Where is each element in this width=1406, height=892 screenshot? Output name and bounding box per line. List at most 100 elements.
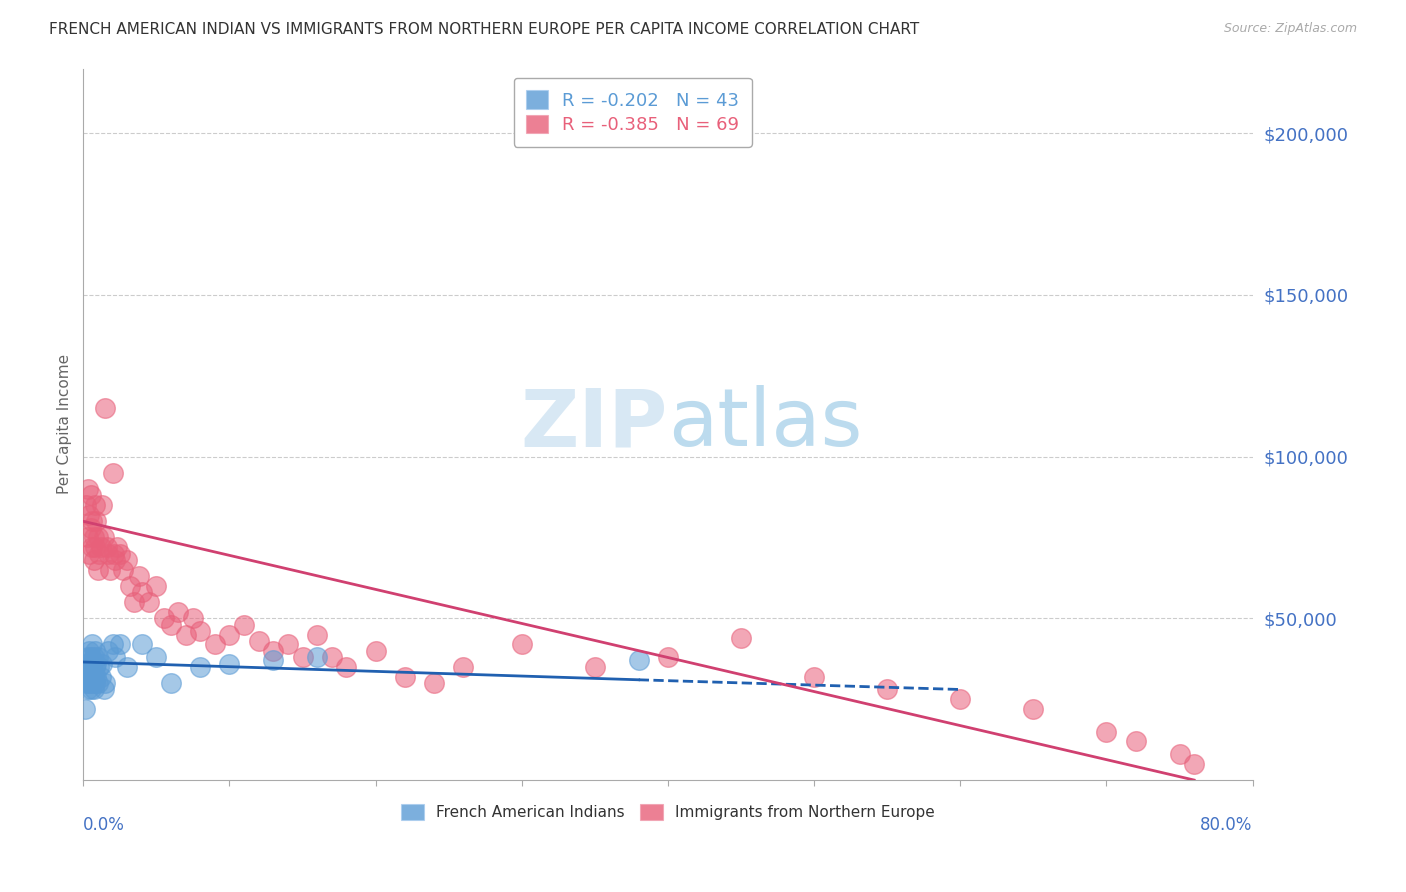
- Point: [103, 547, 125, 561]
- Point: [1095, 724, 1118, 739]
- Point: [291, 650, 314, 665]
- Point: [1022, 702, 1045, 716]
- Text: Source: ZipAtlas.com: Source: ZipAtlas.com: [1223, 22, 1357, 36]
- Point: [76, 482, 98, 496]
- Point: [91, 498, 114, 512]
- Point: [321, 650, 343, 665]
- Point: [364, 643, 387, 657]
- Point: [83, 682, 105, 697]
- Point: [75, 498, 97, 512]
- Point: [1125, 734, 1147, 748]
- Point: [167, 605, 190, 619]
- Point: [120, 579, 142, 593]
- Point: [803, 669, 825, 683]
- Point: [104, 553, 127, 567]
- Point: [80, 514, 103, 528]
- Point: [91, 657, 114, 671]
- Point: [76, 682, 98, 697]
- Point: [76, 650, 98, 665]
- Point: [131, 585, 153, 599]
- Y-axis label: Per Capita Income: Per Capita Income: [58, 354, 72, 494]
- Point: [233, 617, 256, 632]
- Point: [138, 595, 160, 609]
- Point: [218, 627, 240, 641]
- Point: [124, 595, 146, 609]
- Point: [84, 660, 107, 674]
- Point: [115, 553, 138, 567]
- Point: [84, 643, 107, 657]
- Point: [89, 547, 111, 561]
- Point: [83, 531, 105, 545]
- Point: [97, 547, 120, 561]
- Point: [204, 637, 226, 651]
- Point: [73, 702, 96, 716]
- Point: [115, 660, 138, 674]
- Point: [87, 563, 110, 577]
- Point: [218, 657, 240, 671]
- Point: [86, 669, 108, 683]
- Point: [77, 508, 100, 522]
- Point: [77, 676, 100, 690]
- Text: atlas: atlas: [668, 385, 862, 463]
- Point: [128, 569, 150, 583]
- Text: ZIP: ZIP: [520, 385, 668, 463]
- Point: [160, 617, 183, 632]
- Point: [627, 653, 650, 667]
- Point: [949, 692, 972, 706]
- Point: [335, 660, 357, 674]
- Point: [77, 643, 100, 657]
- Point: [510, 637, 533, 651]
- Point: [105, 540, 128, 554]
- Point: [79, 682, 101, 697]
- Point: [657, 650, 679, 665]
- Point: [93, 682, 115, 697]
- Point: [84, 676, 107, 690]
- Point: [876, 682, 898, 697]
- Point: [79, 488, 101, 502]
- Point: [77, 660, 100, 674]
- Point: [97, 643, 120, 657]
- Point: [104, 650, 127, 665]
- Point: [89, 660, 111, 674]
- Point: [83, 553, 105, 567]
- Point: [152, 611, 174, 625]
- Point: [98, 563, 121, 577]
- Point: [394, 669, 416, 683]
- Point: [1168, 747, 1191, 761]
- Point: [423, 676, 446, 690]
- Point: [75, 657, 97, 671]
- Point: [76, 669, 98, 683]
- Point: [79, 521, 101, 535]
- Text: FRENCH AMERICAN INDIAN VS IMMIGRANTS FROM NORTHERN EUROPE PER CAPITA INCOME CORR: FRENCH AMERICAN INDIAN VS IMMIGRANTS FRO…: [49, 22, 920, 37]
- Point: [453, 660, 475, 674]
- Point: [84, 498, 107, 512]
- Text: 80.0%: 80.0%: [1201, 815, 1253, 834]
- Point: [730, 631, 752, 645]
- Point: [79, 650, 101, 665]
- Point: [145, 650, 167, 665]
- Point: [188, 660, 211, 674]
- Point: [80, 660, 103, 674]
- Point: [108, 637, 131, 651]
- Point: [83, 650, 105, 665]
- Point: [77, 547, 100, 561]
- Point: [94, 676, 117, 690]
- Point: [79, 666, 101, 681]
- Point: [84, 540, 107, 554]
- Point: [262, 653, 284, 667]
- Point: [174, 627, 197, 641]
- Point: [145, 579, 167, 593]
- Point: [181, 611, 204, 625]
- Point: [87, 531, 110, 545]
- Point: [75, 676, 97, 690]
- Point: [583, 660, 606, 674]
- Legend: French American Indians, Immigrants from Northern Europe: French American Indians, Immigrants from…: [392, 795, 943, 830]
- Point: [101, 637, 124, 651]
- Point: [80, 637, 103, 651]
- Point: [188, 624, 211, 639]
- Point: [86, 657, 108, 671]
- Point: [160, 676, 183, 690]
- Point: [80, 676, 103, 690]
- Point: [1182, 756, 1205, 771]
- Point: [101, 466, 124, 480]
